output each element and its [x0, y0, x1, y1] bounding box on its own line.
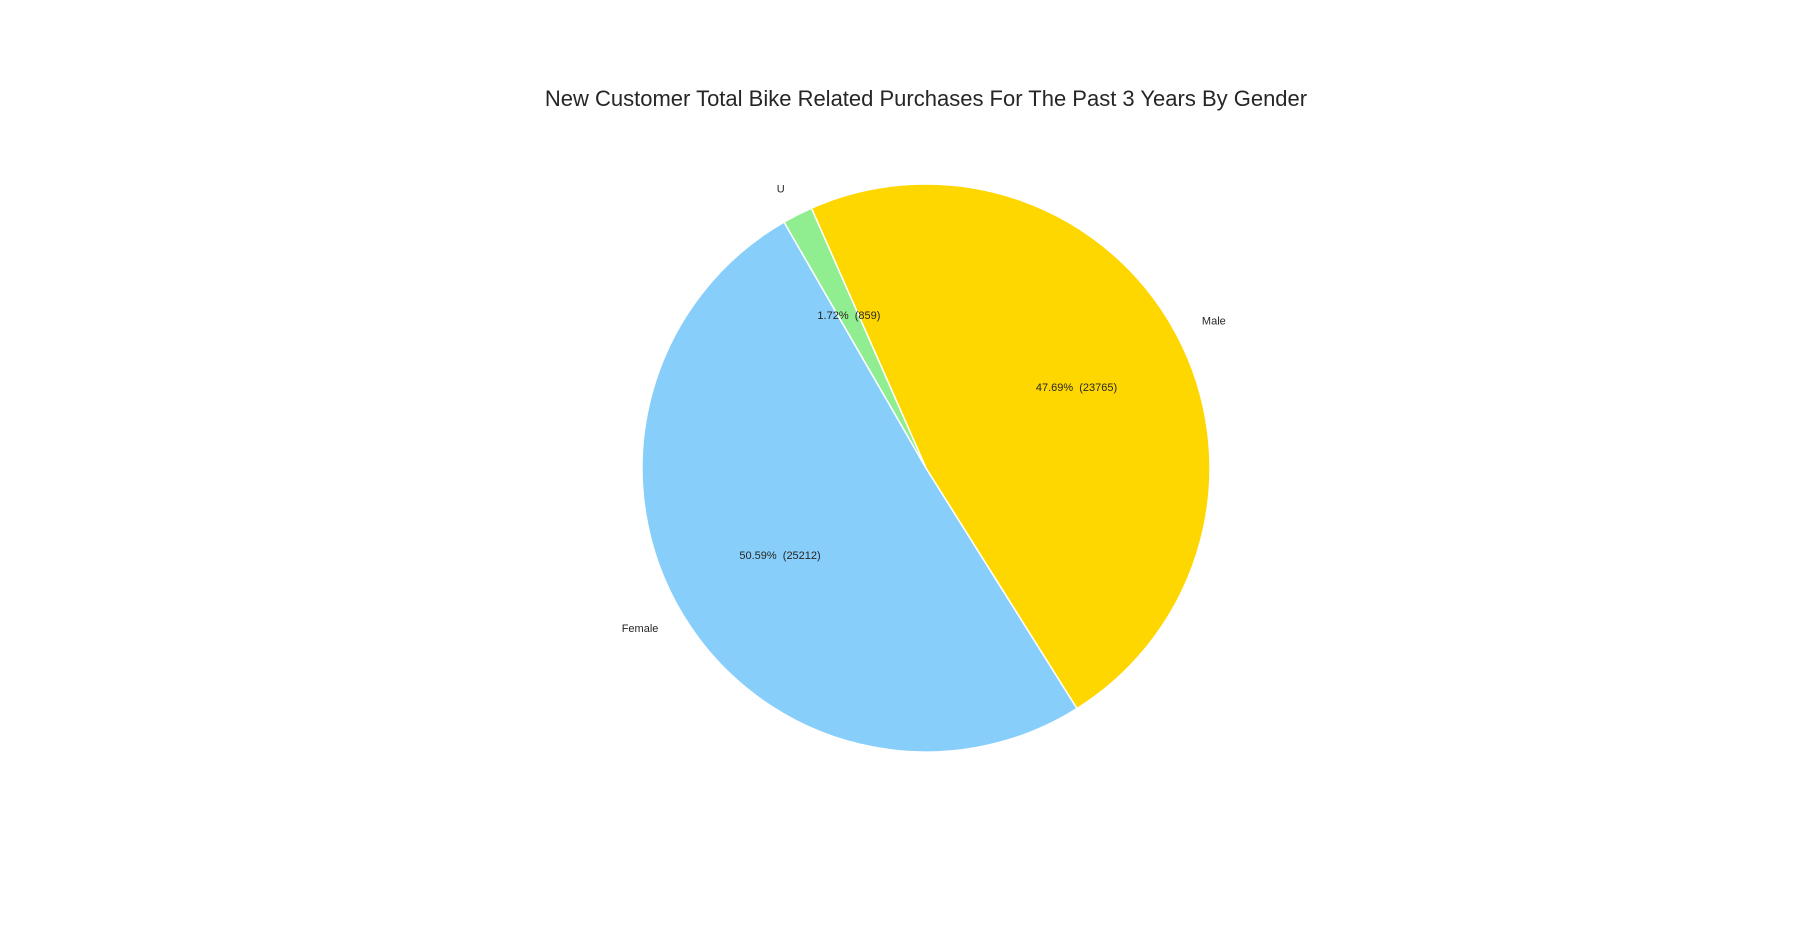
- pie-labels: Female 50.59% (25212) Male 47.69% (23765) U 1…: [622, 183, 1226, 635]
- pie-slice-male: [810, 183, 1211, 710]
- slice-value-label-u: 1.72% (859): [817, 310, 880, 322]
- slice-value-label-female: 50.59% (25212): [739, 550, 820, 562]
- pie-slice-female: [641, 221, 1079, 753]
- slice-label-male: Male: [1202, 315, 1226, 327]
- slice-label-female: Female: [622, 623, 659, 635]
- chart-title: New Customer Total Bike Related Purchase…: [545, 86, 1307, 111]
- slice-label-u: U: [777, 183, 785, 195]
- slice-value-label-male: 47.69% (23765): [1036, 382, 1117, 394]
- pie-slice-u: [782, 207, 927, 469]
- pie-slices: [641, 183, 1211, 753]
